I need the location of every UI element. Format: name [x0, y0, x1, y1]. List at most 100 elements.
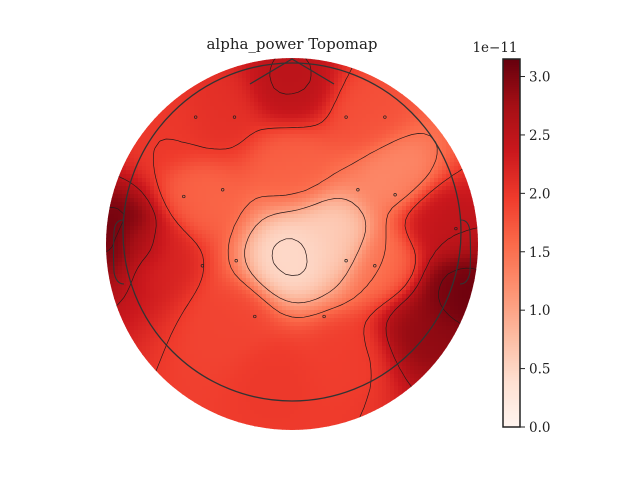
- heat-cell: [374, 254, 379, 259]
- heat-cell: [398, 198, 403, 203]
- heat-cell: [382, 218, 387, 223]
- heat-cell: [318, 138, 323, 143]
- heat-cell: [294, 182, 299, 187]
- heat-cell: [434, 150, 439, 155]
- heat-cell: [286, 142, 291, 147]
- heat-cell: [154, 230, 159, 235]
- heat-cell: [202, 242, 207, 247]
- heat-cell: [170, 254, 175, 259]
- heat-cell: [322, 82, 327, 87]
- heat-cell: [410, 154, 415, 159]
- heat-cell: [210, 198, 215, 203]
- heat-cell: [138, 130, 143, 135]
- heat-cell: [146, 138, 151, 143]
- heat-cell: [410, 114, 415, 119]
- heat-cell: [366, 294, 371, 299]
- heat-cell: [370, 298, 375, 303]
- heat-cell: [450, 146, 455, 151]
- heat-cell: [422, 290, 427, 295]
- heat-cell: [130, 202, 135, 207]
- heat-cell: [218, 298, 223, 303]
- heat-cell: [294, 122, 299, 127]
- heat-cell: [214, 74, 219, 79]
- heat-cell: [234, 238, 239, 243]
- heat-cell: [122, 278, 127, 283]
- heat-cell: [286, 270, 291, 275]
- heat-cell: [178, 170, 183, 175]
- heat-cell: [178, 266, 183, 271]
- heat-cell: [318, 154, 323, 159]
- heat-cell: [322, 302, 327, 307]
- heat-cell: [470, 282, 475, 287]
- heat-cell: [182, 142, 187, 147]
- heat-cell: [278, 242, 283, 247]
- heat-cell: [206, 234, 211, 239]
- heat-cell: [326, 90, 331, 95]
- heat-cell: [414, 210, 419, 215]
- heat-cell: [382, 242, 387, 247]
- heat-cell: [350, 230, 355, 235]
- heat-cell: [306, 114, 311, 119]
- heat-cell: [358, 150, 363, 155]
- heat-cell: [294, 214, 299, 219]
- heat-cell: [314, 158, 319, 163]
- heat-cell: [418, 186, 423, 191]
- heat-cell: [242, 90, 247, 95]
- heat-cell: [330, 86, 335, 91]
- heat-cell: [242, 150, 247, 155]
- heat-cell: [222, 250, 227, 255]
- heat-cell: [298, 206, 303, 211]
- heat-cell: [330, 122, 335, 127]
- heat-cell: [154, 182, 159, 187]
- heat-cell: [294, 242, 299, 247]
- heat-cell: [398, 90, 403, 95]
- heat-cell: [226, 158, 231, 163]
- heat-cell: [210, 118, 215, 123]
- heat-cell: [274, 282, 279, 287]
- heat-cell: [194, 242, 199, 247]
- heat-cell: [318, 226, 323, 231]
- heat-cell: [174, 122, 179, 127]
- heat-cell: [342, 198, 347, 203]
- heat-cell: [186, 174, 191, 179]
- heat-cell: [342, 242, 347, 247]
- heat-cell: [266, 226, 271, 231]
- heat-cell: [430, 174, 435, 179]
- heat-cell: [334, 270, 339, 275]
- heat-cell: [346, 138, 351, 143]
- heat-cell: [254, 246, 259, 251]
- heat-cell: [418, 230, 423, 235]
- heat-cell: [182, 242, 187, 247]
- heat-cell: [106, 242, 111, 247]
- heat-cell: [374, 86, 379, 91]
- heat-cell: [346, 102, 351, 107]
- heat-cell: [222, 258, 227, 263]
- heat-cell: [226, 102, 231, 107]
- heat-cell: [362, 94, 367, 99]
- heat-cell: [378, 154, 383, 159]
- heat-cell: [286, 158, 291, 163]
- heat-cell: [262, 110, 267, 115]
- heat-cell: [282, 226, 287, 231]
- heat-cell: [298, 98, 303, 103]
- heat-cell: [354, 130, 359, 135]
- heat-cell: [410, 158, 415, 163]
- heat-cell: [390, 86, 395, 91]
- heat-cell: [338, 234, 343, 239]
- heat-cell: [374, 262, 379, 267]
- heat-cell: [270, 242, 275, 247]
- heat-cell: [470, 250, 475, 255]
- heat-cell: [342, 246, 347, 251]
- heat-cell: [418, 170, 423, 175]
- heat-cell: [146, 250, 151, 255]
- heat-cell: [150, 234, 155, 239]
- heat-cell: [118, 190, 123, 195]
- heat-cell: [458, 298, 463, 303]
- heat-cell: [230, 278, 235, 283]
- heat-cell: [390, 226, 395, 231]
- heat-cell: [302, 98, 307, 103]
- heat-cell: [190, 190, 195, 195]
- heat-cell: [282, 98, 287, 103]
- heat-cell: [322, 222, 327, 227]
- heat-cell: [178, 142, 183, 147]
